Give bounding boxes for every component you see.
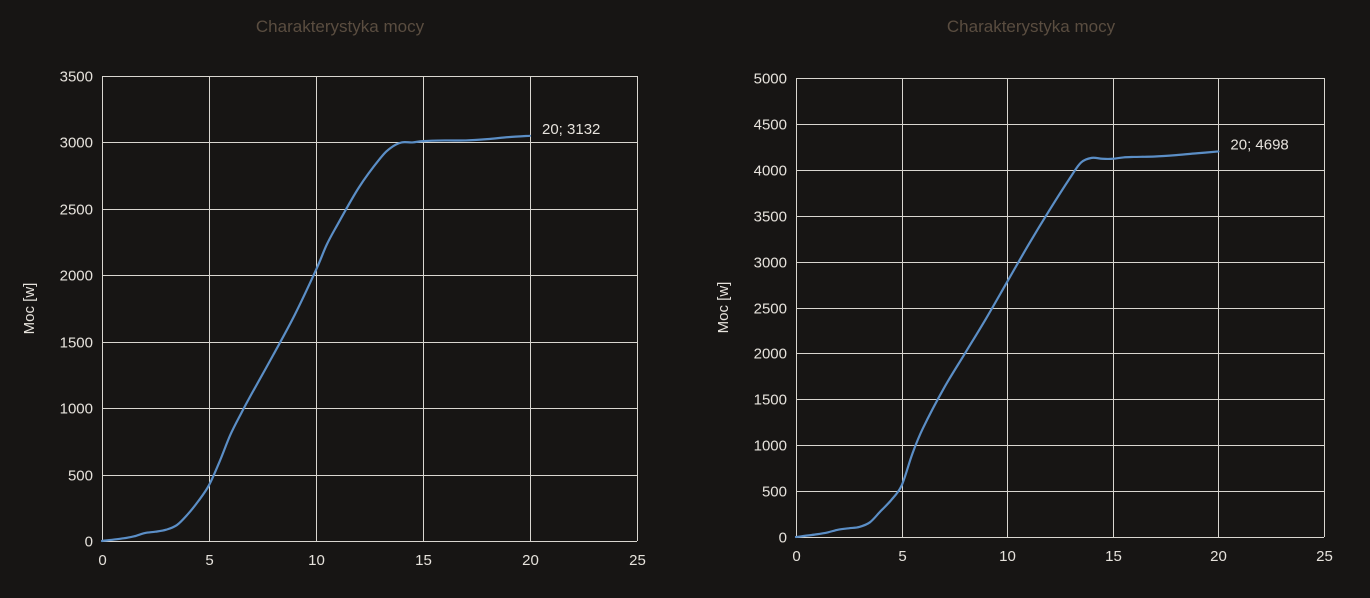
y-tick-label: 2500 [60, 202, 93, 219]
y-tick-label: 1500 [754, 392, 787, 409]
chart-1: Charakterystyka mocy Moc [w] 0 500 1000 1500 2… [21, 17, 646, 569]
y-tick-label: 4500 [754, 117, 787, 134]
x-tick-label: 15 [415, 552, 432, 569]
chart-title: Charakterystyka mocy [947, 17, 1116, 36]
y-tick-label: 1000 [754, 438, 787, 455]
data-label: 20; 3132 [542, 121, 600, 138]
y-tick-label: 5000 [754, 71, 787, 88]
y-axis-label: Moc [w] [21, 283, 38, 335]
y-tick-label: 500 [762, 484, 787, 501]
y-tick-label: 3500 [60, 69, 93, 86]
y-tick-label: 3500 [754, 209, 787, 226]
series-line [100, 134, 532, 543]
x-tick-label: 5 [898, 548, 906, 565]
series-line [794, 150, 1220, 539]
y-tick-label: 2500 [754, 301, 787, 318]
x-tick-label: 10 [308, 552, 325, 569]
y-tick-label: 1000 [60, 401, 93, 418]
y-tick-label: 500 [68, 468, 93, 485]
x-tick-label: 0 [98, 552, 106, 569]
y-tick-label: 2000 [60, 268, 93, 285]
y-tick-label: 3000 [60, 135, 93, 152]
x-tick-label: 20 [522, 552, 539, 569]
y-tick-label: 3000 [754, 255, 787, 272]
y-tick-label: 0 [85, 534, 93, 551]
x-tick-label: 25 [629, 552, 646, 569]
y-tick-label: 2000 [754, 346, 787, 363]
x-tick-label: 5 [205, 552, 213, 569]
y-axis-label: Moc [w] [715, 282, 732, 334]
x-tick-label: 10 [999, 548, 1016, 565]
y-tick-label: 1500 [60, 335, 93, 352]
y-tick-label: 4000 [754, 163, 787, 180]
chart-title: Charakterystyka mocy [256, 17, 425, 36]
x-tick-label: 0 [792, 548, 800, 565]
x-tick-label: 25 [1316, 548, 1333, 565]
chart-2: Charakterystyka mocy Moc [w] 0 500 1000 1500 2… [715, 17, 1333, 565]
data-label: 20; 4698 [1230, 136, 1288, 153]
y-tick-label: 0 [779, 530, 787, 547]
x-tick-label: 20 [1210, 548, 1227, 565]
x-tick-label: 15 [1105, 548, 1122, 565]
